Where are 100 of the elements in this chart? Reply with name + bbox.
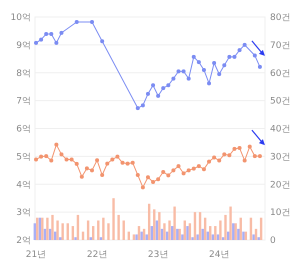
point [186, 76, 191, 81]
point [146, 175, 150, 180]
bar [209, 226, 212, 240]
point [242, 158, 247, 163]
bar [226, 232, 230, 240]
point [202, 167, 206, 172]
bar [204, 218, 206, 240]
y2-tick-label: 50건 [270, 96, 290, 107]
bar [258, 237, 260, 240]
bar [36, 218, 38, 240]
point [95, 158, 100, 162]
point [140, 103, 145, 108]
point [252, 154, 257, 158]
bar [240, 218, 242, 240]
point [126, 162, 130, 166]
point [171, 76, 176, 81]
bar [59, 237, 62, 240]
x-tick-label: 24년 [208, 250, 230, 260]
point [222, 152, 226, 156]
bar [76, 214, 80, 240]
bar [163, 223, 166, 240]
point [44, 32, 48, 36]
point [115, 154, 120, 159]
bar [232, 223, 234, 240]
bar [156, 220, 158, 240]
y-tick-label: 3억 [16, 208, 31, 218]
y2-tick-label: 0 [270, 236, 276, 246]
point [242, 42, 247, 47]
point [90, 20, 94, 24]
point [176, 69, 180, 74]
bar [202, 228, 204, 240]
bar [242, 232, 245, 240]
point [238, 146, 242, 150]
point [222, 63, 226, 68]
y-tick-label: 10억 [10, 13, 31, 23]
bar [212, 234, 214, 240]
point [196, 60, 201, 64]
point [182, 171, 186, 176]
point [258, 64, 262, 69]
point [54, 142, 58, 147]
point [74, 20, 79, 24]
point [217, 158, 222, 163]
point [212, 155, 216, 160]
bar [150, 226, 154, 240]
bar [92, 226, 94, 240]
point [196, 164, 201, 168]
bar [41, 218, 44, 240]
point [59, 30, 64, 35]
x-tick-label: 21년 [26, 250, 46, 260]
bar [38, 218, 42, 240]
y-tick-label: 6억 [16, 124, 31, 134]
y2-tick-label: 20건 [270, 180, 290, 190]
point [120, 160, 125, 165]
bar [176, 228, 178, 240]
point [176, 164, 180, 168]
point [84, 166, 89, 170]
y2-tick-label: 70건 [270, 40, 290, 51]
point [49, 32, 54, 36]
point [248, 144, 252, 149]
bar [171, 226, 174, 240]
y-tick-label: 5억 [16, 152, 31, 162]
point [186, 168, 191, 172]
point [202, 68, 206, 72]
y-tick-label: 2억 [16, 236, 31, 246]
point [166, 83, 170, 88]
point [54, 40, 58, 45]
point [156, 177, 160, 182]
bar [128, 232, 130, 240]
bar [178, 228, 181, 240]
bar [56, 220, 59, 240]
bar [196, 234, 199, 240]
bar [181, 234, 184, 240]
point [217, 72, 222, 76]
bar [237, 228, 240, 240]
point [207, 160, 212, 164]
bar [158, 212, 161, 240]
point [156, 94, 160, 98]
point [39, 38, 44, 42]
point [59, 152, 64, 156]
y-tick-label: 8억 [16, 68, 31, 79]
bar [229, 206, 232, 240]
bar [173, 206, 176, 240]
point [136, 106, 140, 110]
bar [117, 214, 120, 240]
point [34, 40, 38, 45]
bar [260, 218, 262, 240]
point [80, 174, 84, 179]
bar [166, 232, 168, 240]
point [70, 157, 74, 162]
point [212, 60, 216, 65]
point [34, 157, 38, 162]
point [252, 53, 257, 58]
point [90, 168, 94, 172]
y2-tick-label: 10건 [270, 208, 290, 218]
point [100, 39, 104, 44]
point [140, 185, 145, 190]
point [39, 154, 44, 159]
y-tick-label: 7억 [16, 96, 31, 107]
point [130, 160, 135, 165]
bar [102, 218, 105, 240]
